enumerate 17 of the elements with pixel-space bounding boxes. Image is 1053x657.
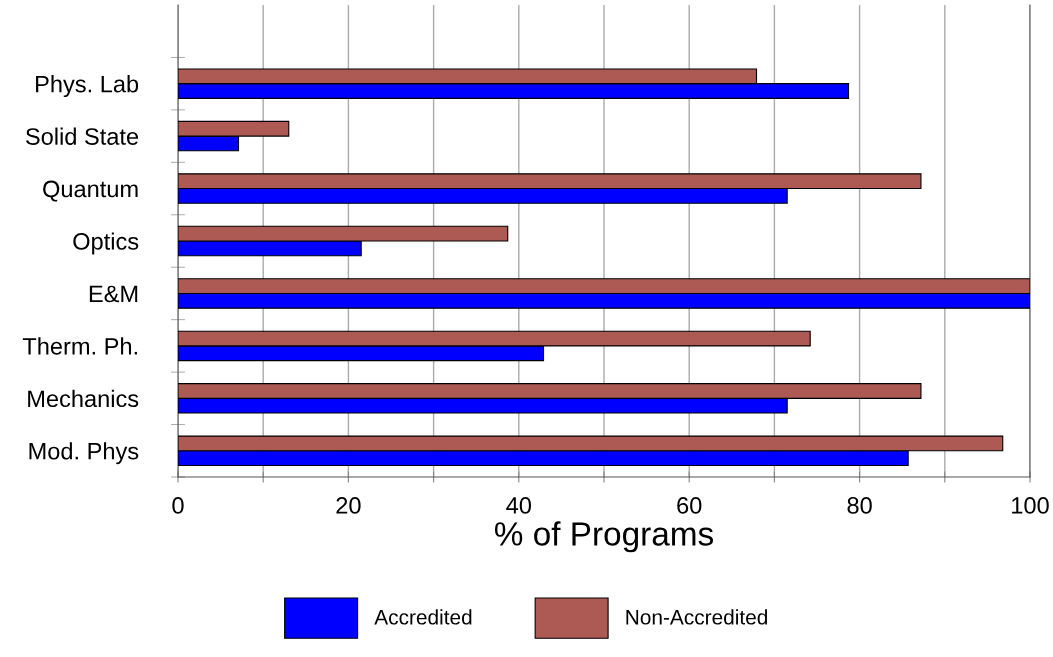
x-axis-title: % of Programs (494, 521, 714, 553)
y-tick-label: Quantum (43, 180, 138, 202)
y-tick-label: Mechanics (28, 389, 139, 408)
x-tick-label: 100 (1012, 497, 1049, 514)
x-tick-label: 60 (677, 497, 702, 514)
y-tick-label: Optics (73, 232, 139, 255)
legend-label: Accredited (374, 609, 472, 625)
legend-label: Non-Accredited (626, 609, 767, 625)
x-tick-label: 40 (506, 497, 532, 514)
x-tick-label: 0 (172, 497, 184, 514)
x-tick-label: 80 (847, 497, 872, 514)
x-tick-label: 20 (336, 497, 361, 514)
y-tick-label: E&M (89, 285, 138, 303)
y-tick-label: Solid State (26, 127, 139, 145)
y-tick-label: Phys. Lab (36, 75, 139, 98)
y-tick-label: Therm. Ph. (22, 337, 137, 355)
y-tick-label: Mod. Phys (29, 442, 139, 465)
